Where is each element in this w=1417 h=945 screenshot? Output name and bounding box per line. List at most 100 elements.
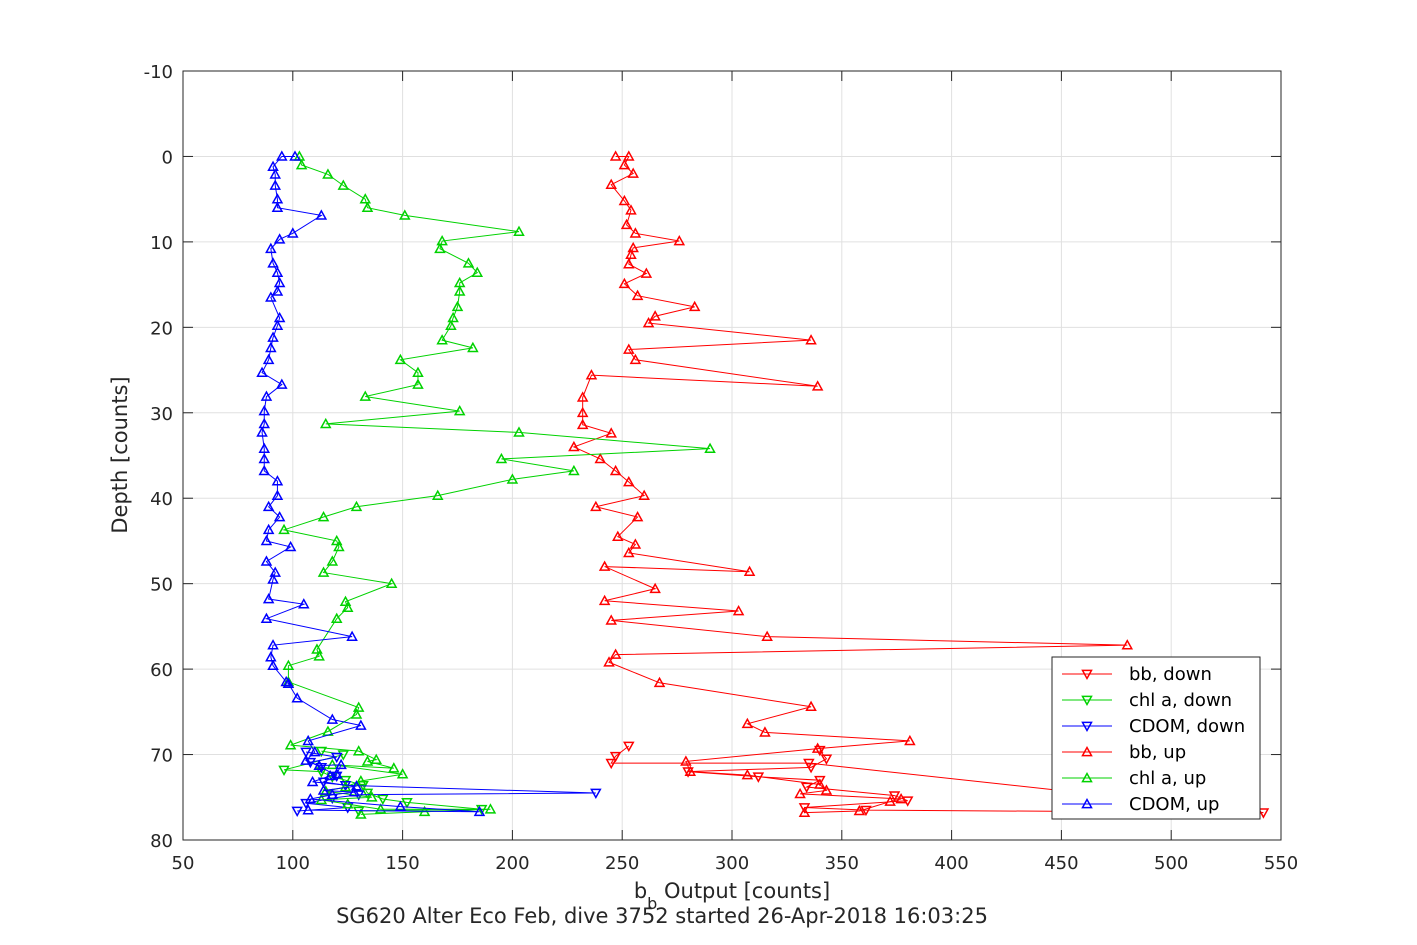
data-point-chl-a-up xyxy=(434,242,446,254)
data-point-bb-up xyxy=(598,560,611,571)
data-point-bb-up xyxy=(629,353,642,365)
data-point-chl-a-up xyxy=(350,708,363,719)
data-point-cdom-up xyxy=(291,692,303,703)
data-point-bb-up xyxy=(576,406,589,418)
data-point-bb-up xyxy=(653,676,666,688)
data-point-cdom-up xyxy=(262,353,275,365)
data-point-bb-up xyxy=(625,248,637,260)
y-tick-label: 10 xyxy=(150,233,173,254)
legend: bb, down chl a, down CDOM, down bb, up chl a… xyxy=(1051,656,1261,820)
data-point-bb-down xyxy=(814,775,826,787)
data-point-bb-up xyxy=(612,530,624,542)
data-point-chl-a-up xyxy=(447,311,459,323)
data-point-chl-a-up xyxy=(284,739,297,750)
legend-box xyxy=(1051,656,1261,820)
y-tick-label: 60 xyxy=(150,660,173,681)
data-point-cdom-up xyxy=(265,291,277,302)
series-layer xyxy=(256,150,1270,819)
data-point-bb-up xyxy=(638,489,650,501)
data-point-bb-up xyxy=(759,726,771,737)
data-point-chl-a-up xyxy=(484,803,497,814)
data-point-chl-a-up xyxy=(506,473,519,484)
data-point-chl-a-up xyxy=(350,500,363,512)
data-point-chl-a-up xyxy=(355,808,367,819)
legend-label: CDOM, down xyxy=(1129,716,1245,737)
data-point-cdom-up xyxy=(273,233,286,244)
x-axis-title: bb Output [counts] xyxy=(634,879,830,913)
series-cdom-up xyxy=(256,150,486,817)
x-tick-label: 300 xyxy=(715,853,749,874)
series-line-chl-a-down xyxy=(283,750,482,812)
data-point-bb-up xyxy=(627,241,639,253)
data-point-cdom-up xyxy=(473,805,486,817)
data-point-cdom-up xyxy=(304,792,317,804)
data-point-cdom-up xyxy=(302,804,314,815)
data-point-cdom-up xyxy=(269,168,282,179)
data-point-bb-up xyxy=(576,418,589,430)
data-point-chl-a-up xyxy=(361,755,374,766)
data-point-chl-a-down xyxy=(401,798,413,809)
data-point-bb-up xyxy=(680,755,692,766)
data-point-bb-up xyxy=(811,742,824,753)
chart-caption: SG620 Alter Eco Feb, dive 3752 started 2… xyxy=(336,904,988,928)
data-point-cdom-up xyxy=(271,201,284,213)
data-point-chl-a-up xyxy=(412,378,424,389)
data-point-chl-a-up xyxy=(359,193,372,204)
x-tick-label: 500 xyxy=(1154,853,1188,874)
data-point-cdom-up xyxy=(267,659,279,671)
data-point-cdom-up xyxy=(306,775,319,787)
data-point-bb-down xyxy=(888,791,901,802)
data-point-chl-a-up xyxy=(295,158,308,170)
data-point-chl-a-up xyxy=(317,566,330,577)
y-tick-label: 70 xyxy=(150,746,173,767)
data-point-cdom-up xyxy=(271,319,284,330)
data-point-bb-up xyxy=(732,604,745,616)
data-point-cdom-up xyxy=(302,734,314,746)
data-point-chl-a-up xyxy=(394,353,407,365)
data-point-bb-up xyxy=(805,700,817,712)
data-point-cdom-up xyxy=(260,555,273,566)
data-point-cdom-up xyxy=(298,598,310,609)
data-point-bb-down xyxy=(860,805,872,817)
data-point-bb-up xyxy=(631,510,644,522)
data-point-chl-a-up xyxy=(399,209,411,220)
data-point-bb-up xyxy=(618,277,631,289)
data-point-cdom-up xyxy=(326,713,339,724)
series-cdom-down xyxy=(291,747,602,817)
y-tick-label: 40 xyxy=(150,489,173,510)
data-point-cdom-up xyxy=(267,573,279,584)
y-tick-label: 0 xyxy=(162,147,173,168)
data-point-bb-up xyxy=(1121,639,1134,650)
data-point-cdom-up xyxy=(276,150,288,161)
x-tick-label: 250 xyxy=(605,853,639,874)
legend-marker xyxy=(1081,669,1093,681)
data-point-cdom-up xyxy=(267,639,279,650)
data-point-chl-a-up xyxy=(396,768,409,779)
data-point-bb-down xyxy=(805,763,817,774)
data-point-cdom-up xyxy=(289,150,301,161)
series-line-chl-a-up xyxy=(282,156,711,815)
data-point-bb-up xyxy=(820,784,833,795)
data-point-chl-a-up xyxy=(704,442,716,454)
data-point-bb-up xyxy=(640,267,653,278)
data-point-cdom-up xyxy=(269,179,282,190)
legend-marker xyxy=(1081,771,1093,783)
data-point-chl-a-up xyxy=(366,791,378,802)
data-point-bb-up xyxy=(649,582,661,594)
data-point-chl-a-up xyxy=(568,464,580,476)
data-point-cdom-up xyxy=(335,758,347,770)
data-point-bb-up xyxy=(629,538,642,549)
data-point-chl-a-down xyxy=(278,765,290,776)
data-point-chl-a-up xyxy=(370,753,383,765)
data-point-cdom-up xyxy=(348,786,361,797)
data-point-bb-up xyxy=(629,227,642,238)
data-point-chl-a-up xyxy=(333,540,345,552)
data-point-bb-up xyxy=(618,194,631,206)
data-point-chl-a-up xyxy=(451,300,464,312)
data-point-bb-up xyxy=(585,369,598,380)
data-point-bb-up xyxy=(631,289,644,301)
data-point-bb-up xyxy=(884,795,896,806)
data-point-chl-a-up xyxy=(374,803,387,814)
y-tick-label: 80 xyxy=(150,831,173,852)
legend-label: chl a, up xyxy=(1129,768,1206,789)
